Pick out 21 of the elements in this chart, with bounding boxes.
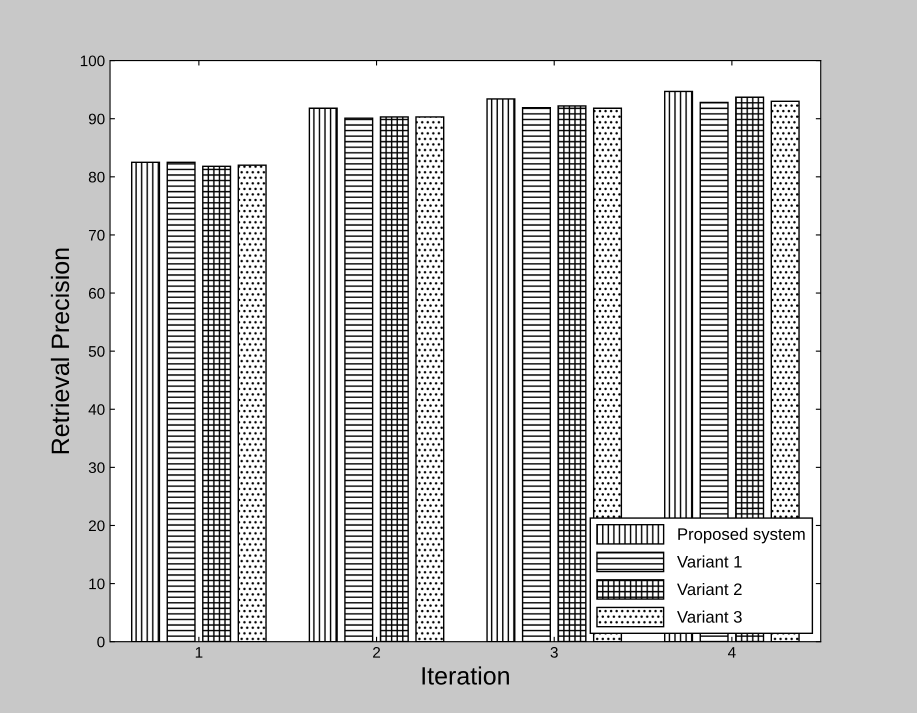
legend-label: Variant 3 <box>677 610 742 623</box>
x-tick-label: 3 <box>550 646 558 658</box>
legend-label: Proposed system <box>678 528 805 544</box>
legend-label: Variant 2 <box>677 582 742 596</box>
y-tick-label: 100 <box>80 55 105 66</box>
y-tick-label: 0 <box>97 636 105 648</box>
x-axis-title: Iteration <box>422 666 509 685</box>
y-tick-label: 90 <box>88 114 105 124</box>
y-tick-label: 60 <box>88 288 105 299</box>
y-axis-title: Retrieval Precision <box>50 248 70 454</box>
y-tick-label: 10 <box>89 578 105 590</box>
y-tick-label: 50 <box>88 346 105 357</box>
y-tick-label: 70 <box>88 230 105 241</box>
x-tick-label: 1 <box>196 647 202 658</box>
x-tick-label: 2 <box>373 646 380 658</box>
y-tick-label: 80 <box>88 172 105 183</box>
y-tick-label: 40 <box>88 404 105 415</box>
legend-label: Variant 1 <box>677 555 742 568</box>
y-tick-label: 30 <box>88 462 105 474</box>
y-tick-label: 20 <box>88 520 105 532</box>
x-tick-label: 4 <box>728 647 736 658</box>
